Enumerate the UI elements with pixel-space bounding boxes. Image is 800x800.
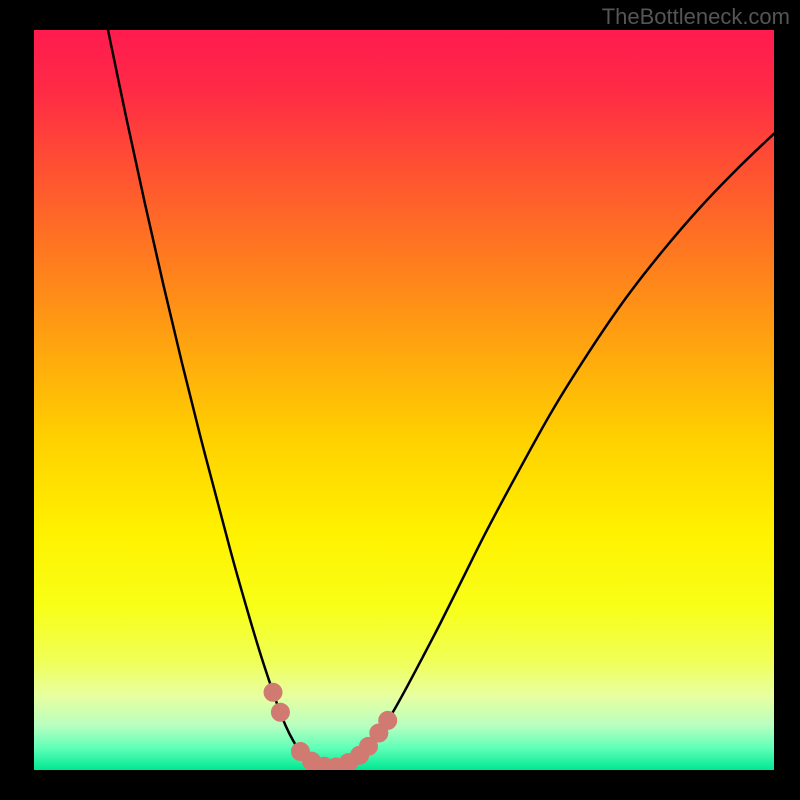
- marker-dot: [271, 703, 289, 721]
- chart-container: TheBottleneck.com: [0, 0, 800, 800]
- marker-dot: [379, 711, 397, 729]
- gradient-background: [34, 30, 774, 770]
- chart-svg: [34, 30, 774, 770]
- plot-area: [34, 30, 774, 770]
- marker-dot: [264, 683, 282, 701]
- watermark-text: TheBottleneck.com: [602, 4, 790, 30]
